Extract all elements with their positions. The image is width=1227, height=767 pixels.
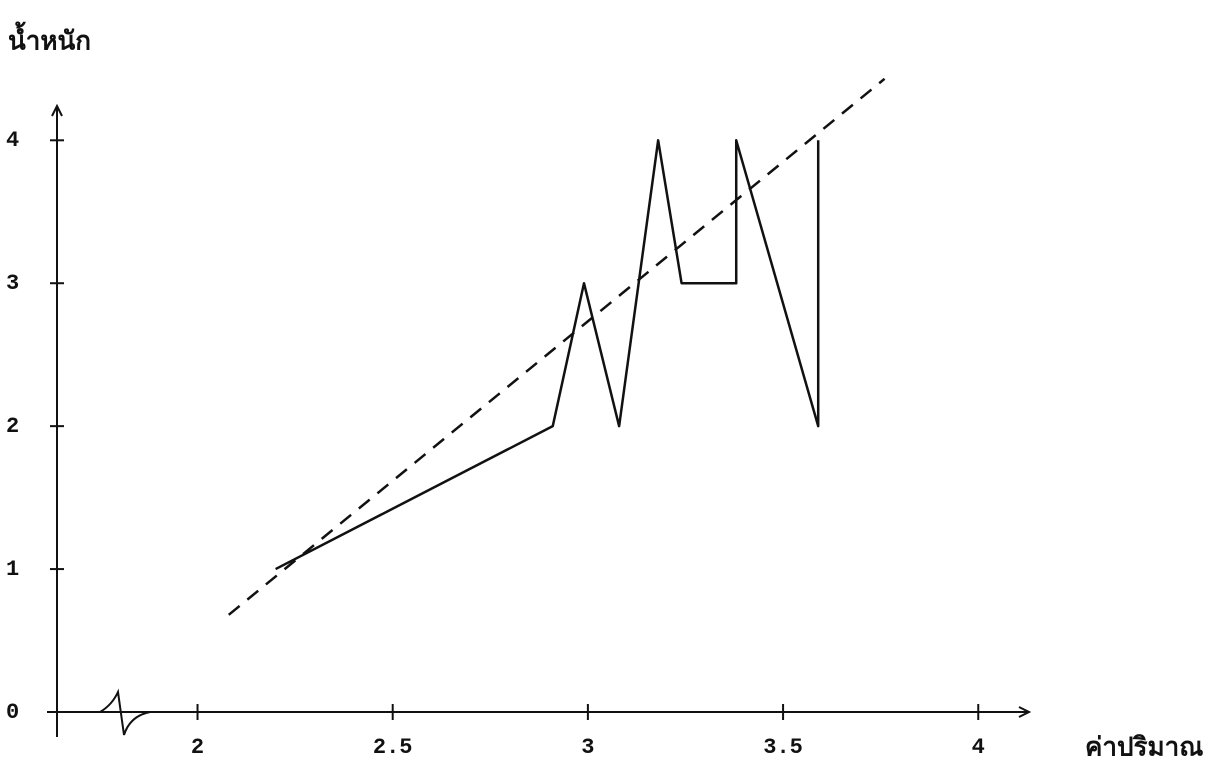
y-tick-label: 4 bbox=[6, 128, 19, 153]
y-tick-label: 3 bbox=[6, 271, 19, 296]
y-axis-label: น้ำหนัก bbox=[8, 21, 91, 57]
x-tick-label: 2.5 bbox=[373, 735, 413, 760]
series-line bbox=[275, 139, 820, 571]
x-axis-label: ค่าปริมาณ bbox=[1085, 733, 1203, 763]
series-line bbox=[227, 77, 886, 616]
y-tick-label: 0 bbox=[6, 700, 19, 725]
x-tick-label: 4 bbox=[972, 735, 985, 760]
x-tick-label: 3.5 bbox=[763, 735, 803, 760]
y-tick-label: 1 bbox=[6, 557, 19, 582]
axis-break bbox=[99, 688, 151, 736]
y-tick-label: 2 bbox=[6, 414, 19, 439]
x-tick-label: 2 bbox=[191, 735, 204, 760]
y-axis bbox=[51, 103, 63, 737]
x-tick-label: 3 bbox=[581, 735, 594, 760]
x-axis bbox=[47, 706, 1032, 718]
